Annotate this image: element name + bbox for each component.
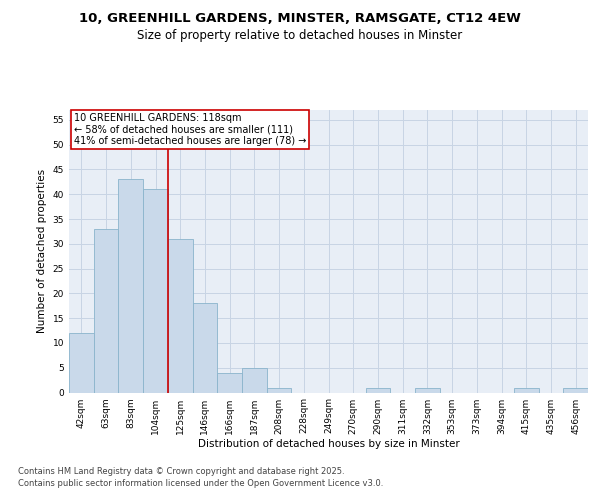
Y-axis label: Number of detached properties: Number of detached properties: [37, 169, 47, 334]
X-axis label: Distribution of detached houses by size in Minster: Distribution of detached houses by size …: [197, 440, 460, 450]
Bar: [69, 333, 94, 392]
Bar: [118, 180, 143, 392]
Bar: [168, 239, 193, 392]
Bar: [365, 388, 390, 392]
Bar: [217, 372, 242, 392]
Text: Contains HM Land Registry data © Crown copyright and database right 2025.
Contai: Contains HM Land Registry data © Crown c…: [18, 466, 383, 487]
Bar: [242, 368, 267, 392]
Bar: [563, 388, 588, 392]
Bar: [415, 388, 440, 392]
Bar: [143, 190, 168, 392]
Bar: [514, 388, 539, 392]
Bar: [193, 304, 217, 392]
Text: 10 GREENHILL GARDENS: 118sqm
← 58% of detached houses are smaller (111)
41% of s: 10 GREENHILL GARDENS: 118sqm ← 58% of de…: [74, 113, 307, 146]
Bar: [94, 229, 118, 392]
Text: Size of property relative to detached houses in Minster: Size of property relative to detached ho…: [137, 29, 463, 42]
Bar: [267, 388, 292, 392]
Text: 10, GREENHILL GARDENS, MINSTER, RAMSGATE, CT12 4EW: 10, GREENHILL GARDENS, MINSTER, RAMSGATE…: [79, 12, 521, 26]
